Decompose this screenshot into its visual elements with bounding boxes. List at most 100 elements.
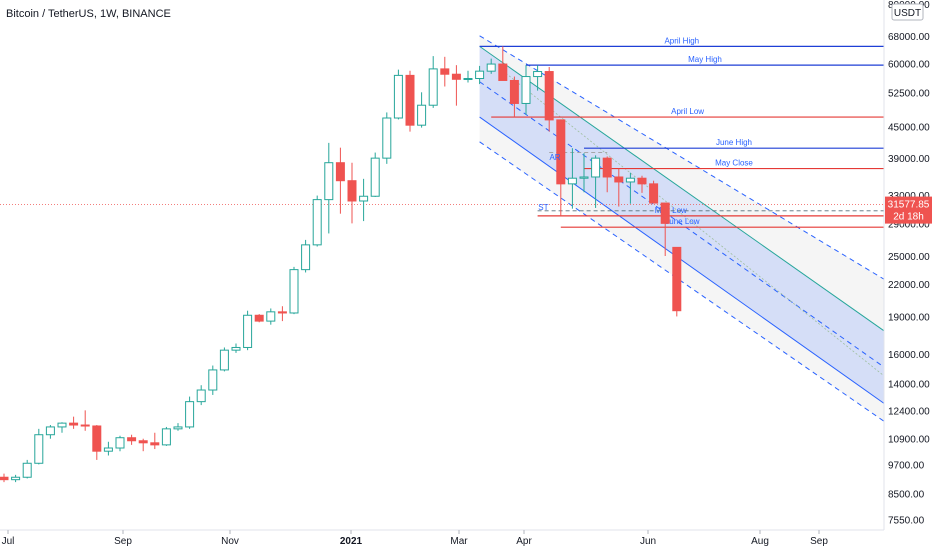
candle-up — [289, 269, 299, 314]
price-tick-label: 25000.00 — [888, 252, 930, 263]
candle-up — [196, 389, 206, 403]
price-tick-label: 7550.00 — [888, 516, 925, 527]
candle-down — [254, 314, 264, 322]
horizontal-levels: April High May High April Low June High May … — [0, 36, 884, 228]
price-axis[interactable]: 80000.0068000.0060000.0052500.0045000.00… — [883, 0, 930, 530]
candle-down — [649, 183, 659, 204]
candle-up — [34, 434, 44, 464]
price-tick-label: 10900.00 — [888, 435, 930, 446]
price-tick-label: 33000.00 — [888, 191, 930, 202]
candle-down — [544, 71, 554, 121]
currency-badge[interactable]: USDT — [891, 3, 924, 21]
candle-up — [475, 70, 485, 80]
candle-up — [11, 476, 21, 481]
annotation-label: AR — [549, 153, 560, 162]
bar-countdown-label: 2d 18h — [893, 212, 924, 223]
candle-up — [428, 68, 438, 106]
time-tick-label: Jul — [2, 536, 15, 547]
candle-up — [243, 314, 253, 348]
candle-up — [45, 426, 55, 436]
candle-up — [185, 401, 195, 428]
channel-outer-bottom-dashed — [479, 141, 885, 422]
candle-up — [521, 76, 531, 104]
candle-up — [591, 157, 601, 178]
candle-up — [103, 447, 113, 452]
candle-up — [312, 199, 322, 246]
channel-top-line — [479, 45, 885, 332]
candle-up — [370, 157, 380, 197]
candle-down — [347, 180, 357, 202]
candle-up — [301, 244, 311, 271]
chart-annotations: AR ST — [538, 153, 560, 212]
candle-down — [150, 442, 160, 446]
price-tick-label: 14000.00 — [888, 380, 930, 391]
candle-up — [359, 195, 369, 202]
time-tick-label: Aug — [751, 536, 769, 547]
price-tick-label: 9700.00 — [888, 460, 925, 471]
price-tick-label: 12400.00 — [888, 406, 930, 417]
candle-down — [69, 422, 79, 426]
candle-down — [660, 202, 670, 224]
candle-down — [405, 74, 415, 126]
time-tick-label: Nov — [221, 536, 239, 547]
price-tick-label: 52500.00 — [888, 89, 930, 100]
time-tick-label: Jun — [640, 536, 656, 547]
price-tick-label: 19000.00 — [888, 312, 930, 323]
candle-up — [417, 104, 427, 126]
candle-up — [382, 117, 392, 159]
current-price-label: 31577.85 — [888, 200, 930, 211]
candle-up — [266, 311, 276, 322]
candle-up — [231, 346, 241, 351]
candle-down — [127, 437, 137, 442]
price-tick-label: 39000.00 — [888, 154, 930, 165]
channel-guide-dotted — [502, 70, 885, 377]
symbol-title[interactable]: Bitcoin / TetherUS, 1W, BINANCE — [6, 8, 171, 20]
candle-down — [602, 157, 612, 178]
price-tick-label: 22000.00 — [888, 280, 930, 291]
candle-up — [625, 177, 635, 183]
candle-down — [80, 424, 90, 427]
candle-up — [219, 349, 229, 371]
channel-outer-top-dashed — [479, 35, 885, 280]
currency-badge-label: USDT — [894, 8, 921, 19]
channel-bottom-line — [479, 116, 885, 404]
current-price-marker: 31577.85 2d 18h — [885, 196, 932, 224]
level-label: June High — [716, 138, 752, 147]
candle-down — [509, 79, 519, 104]
candle-up — [208, 369, 218, 391]
candle-down — [637, 177, 647, 185]
candle-up — [486, 63, 496, 72]
candle-up — [57, 422, 67, 428]
candle-down — [335, 162, 345, 182]
level-label: May Low — [655, 206, 687, 215]
candle-down — [138, 440, 148, 444]
annotation-label: ST — [538, 203, 548, 212]
time-axis[interactable]: Jul Sep Nov 2021 Mar Apr Jun Aug Sep — [0, 529, 884, 547]
time-tick-label: Mar — [450, 536, 468, 547]
candle-up — [463, 78, 473, 81]
channel-median-dashed — [479, 81, 885, 368]
level-label: May Close — [715, 159, 753, 168]
level-label: May High — [688, 55, 722, 64]
time-tick-label: Sep — [810, 536, 828, 547]
candle-down — [614, 176, 624, 183]
time-tick-label: Sep — [114, 536, 132, 547]
candle-down — [556, 119, 566, 185]
candle-up — [173, 426, 183, 430]
level-label: April High — [664, 36, 699, 45]
price-tick-label: 16000.00 — [888, 350, 930, 361]
time-tick-label: Apr — [516, 536, 532, 547]
level-label: April Low — [671, 107, 704, 116]
candle-down — [440, 68, 450, 75]
candle-up — [567, 177, 577, 185]
level-label: June Low — [665, 217, 699, 226]
candlestick-series — [0, 46, 682, 483]
candle-down — [498, 63, 508, 81]
candle-up — [161, 428, 171, 446]
candle-down — [451, 73, 461, 80]
candle-up — [324, 162, 334, 201]
price-tick-label: 45000.00 — [888, 123, 930, 134]
price-tick-label: 60000.00 — [888, 59, 930, 70]
